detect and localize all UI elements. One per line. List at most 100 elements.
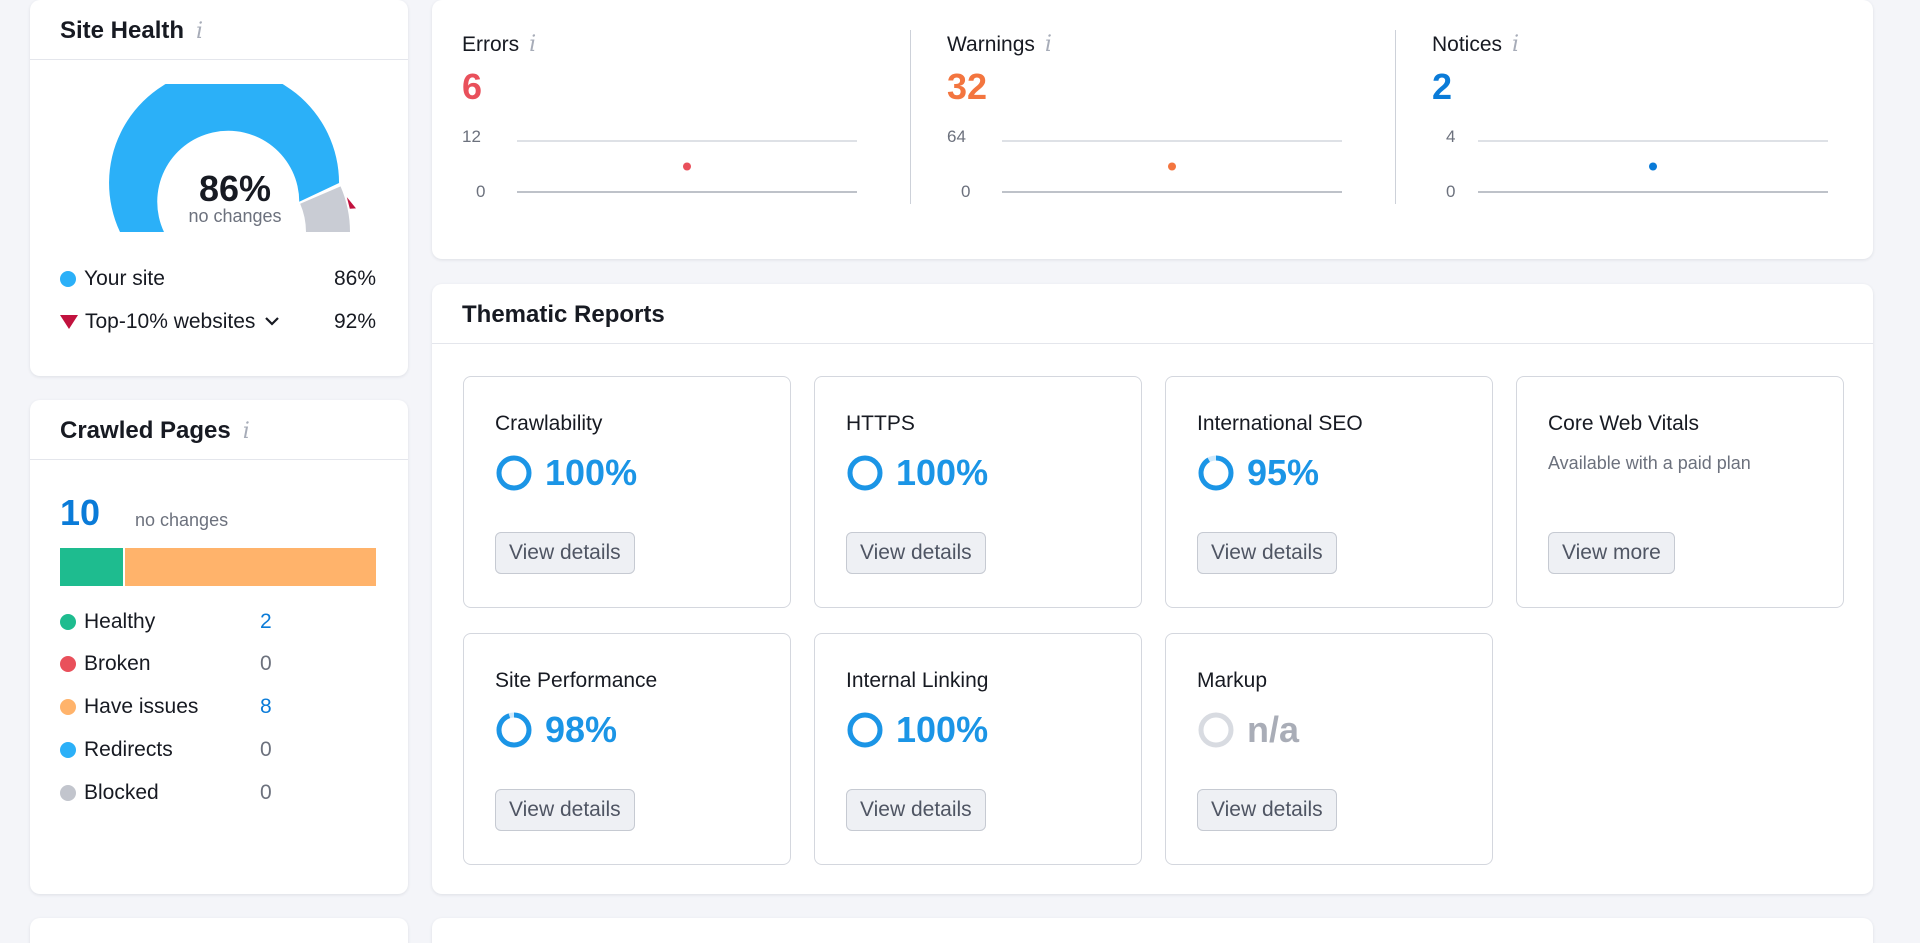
notices-count[interactable]: 2 bbox=[1432, 66, 1453, 107]
broken-dot-icon bbox=[60, 656, 76, 672]
crawled-row-label: Blocked bbox=[84, 781, 159, 804]
warnings-count[interactable]: 32 bbox=[947, 66, 988, 107]
divider bbox=[1395, 30, 1396, 204]
notices-sparkline: 4 0 bbox=[1446, 127, 1828, 201]
warnings-ymin: 0 bbox=[961, 182, 970, 201]
warnings-ymax: 64 bbox=[947, 127, 966, 146]
site-health-title: Site Health bbox=[60, 17, 185, 44]
crawled-row-healthy: Healthy 2 bbox=[60, 610, 280, 634]
view-more-button[interactable]: View more bbox=[1548, 532, 1675, 574]
warnings-metric: Warnings i 32 64 0 bbox=[917, 0, 1357, 259]
tile-international-seo: International SEO 95% View details bbox=[1165, 376, 1493, 608]
crawled-pages-bar bbox=[60, 548, 376, 586]
crawled-row-label: Healthy bbox=[84, 610, 156, 633]
tile-score-value: 95% bbox=[1247, 452, 1320, 493]
score-ring-icon bbox=[847, 455, 883, 491]
tile-score[interactable]: 100% bbox=[846, 452, 988, 494]
view-details-button[interactable]: View details bbox=[846, 532, 986, 574]
tile-score-value: 100% bbox=[896, 709, 989, 750]
healthy-dot-icon bbox=[60, 614, 76, 630]
thematic-title: Thematic Reports bbox=[462, 301, 665, 328]
tile-score[interactable]: 100% bbox=[495, 452, 637, 494]
crawled-row-broken: Broken 0 bbox=[60, 652, 280, 676]
partial-card-right bbox=[432, 918, 1873, 943]
tile-title: Core Web Vitals bbox=[1548, 412, 1699, 435]
tile-score-value: 98% bbox=[545, 709, 618, 750]
info-icon[interactable]: i bbox=[196, 18, 204, 44]
bar-segment-have-issues[interactable] bbox=[123, 548, 376, 586]
crawled-row-label: Redirects bbox=[84, 738, 173, 761]
info-icon[interactable]: i bbox=[529, 32, 537, 57]
tile-title: Internal Linking bbox=[846, 669, 989, 692]
thematic-header: Thematic Reports bbox=[432, 284, 1873, 344]
have-issues-dot-icon bbox=[60, 699, 76, 715]
tile-title: International SEO bbox=[1197, 412, 1363, 435]
ring-progress bbox=[496, 455, 532, 491]
score-ring-icon bbox=[496, 712, 532, 748]
crawled-pages-count[interactable]: 10 bbox=[60, 492, 101, 533]
legend-top10[interactable]: Top-10% websites 92% bbox=[60, 310, 376, 334]
tile-https: HTTPS 100% View details bbox=[814, 376, 1142, 608]
view-details-button[interactable]: View details bbox=[1197, 532, 1337, 574]
tile-core-web-vitals: Core Web Vitals Available with a paid pl… bbox=[1516, 376, 1844, 608]
bar-segment-healthy[interactable] bbox=[60, 548, 124, 586]
redirects-dot-icon bbox=[60, 742, 76, 758]
legend-your-site-value: 86% bbox=[333, 267, 376, 290]
warnings-sparkline: 64 0 bbox=[947, 127, 1342, 201]
notices-ymax: 4 bbox=[1446, 127, 1455, 146]
view-details-button[interactable]: View details bbox=[495, 532, 635, 574]
crawled-pages-header: Crawled Pages i bbox=[30, 400, 408, 460]
site-health-change: no changes bbox=[188, 206, 282, 226]
tile-score[interactable]: n/a bbox=[1197, 709, 1299, 751]
crawled-row-value[interactable]: 2 bbox=[260, 610, 272, 633]
crawled-row-label: Have issues bbox=[84, 695, 199, 718]
warnings-data-point[interactable] bbox=[1168, 162, 1176, 171]
notices-ymin: 0 bbox=[1446, 182, 1455, 201]
tile-score[interactable]: 95% bbox=[1197, 452, 1319, 494]
gauge-chart bbox=[109, 68, 357, 232]
errors-label: Errors bbox=[462, 32, 520, 56]
crawled-pages-title: Crawled Pages bbox=[60, 417, 231, 444]
view-details-button[interactable]: View details bbox=[1197, 789, 1337, 831]
tile-score[interactable]: 98% bbox=[495, 709, 617, 751]
tile-score[interactable]: 100% bbox=[846, 709, 988, 751]
crawled-pages-card: Crawled Pages i 10 no changes Healthy 2 … bbox=[30, 400, 408, 894]
tile-score-value: n/a bbox=[1247, 709, 1300, 750]
crawled-row-redirects: Redirects 0 bbox=[60, 738, 280, 762]
site-health-card: Site Health i 86% no changes Your site 8… bbox=[30, 0, 408, 376]
gauge-score-arc bbox=[109, 68, 340, 232]
tile-site-performance: Site Performance 98% View details bbox=[463, 633, 791, 865]
crawled-row-have-issues: Have issues 8 bbox=[60, 695, 280, 719]
blocked-dot-icon bbox=[60, 785, 76, 801]
legend-your-site: Your site 86% bbox=[60, 267, 376, 291]
info-icon[interactable]: i bbox=[242, 418, 250, 444]
ring-track bbox=[1198, 712, 1234, 748]
partial-card-left bbox=[30, 918, 408, 943]
view-details-button[interactable]: View details bbox=[495, 789, 635, 831]
site-health-gauge: 86% no changes bbox=[100, 68, 400, 244]
tile-score-value: 100% bbox=[545, 452, 638, 493]
issues-summary-card: Errors i 6 12 0 Warnings i 32 64 0 Notic… bbox=[432, 0, 1873, 259]
info-icon[interactable]: i bbox=[1512, 32, 1520, 57]
tile-internal-linking: Internal Linking 100% View details bbox=[814, 633, 1142, 865]
info-icon[interactable]: i bbox=[1044, 32, 1052, 57]
view-details-button[interactable]: View details bbox=[846, 789, 986, 831]
crawled-row-value[interactable]: 8 bbox=[260, 695, 272, 718]
errors-sparkline: 12 0 bbox=[462, 127, 857, 201]
ring-progress bbox=[1198, 455, 1234, 491]
warnings-label: Warnings bbox=[947, 32, 1035, 56]
errors-metric: Errors i 6 12 0 bbox=[432, 0, 872, 259]
notices-data-point[interactable] bbox=[1649, 162, 1657, 171]
tile-score-value: 100% bbox=[896, 452, 989, 493]
tile-title: Crawlability bbox=[495, 412, 603, 435]
crawled-row-value: 0 bbox=[260, 738, 272, 761]
errors-data-point[interactable] bbox=[683, 162, 691, 171]
errors-count[interactable]: 6 bbox=[462, 66, 483, 107]
top10-marker bbox=[346, 197, 357, 209]
tile-title: Site Performance bbox=[495, 669, 658, 692]
tile-note: Available with a paid plan bbox=[1548, 453, 1751, 473]
score-ring-icon bbox=[847, 712, 883, 748]
site-health-score: 86% bbox=[198, 168, 272, 209]
your-site-dot-icon bbox=[60, 271, 76, 287]
chevron-down-icon[interactable] bbox=[265, 313, 280, 331]
